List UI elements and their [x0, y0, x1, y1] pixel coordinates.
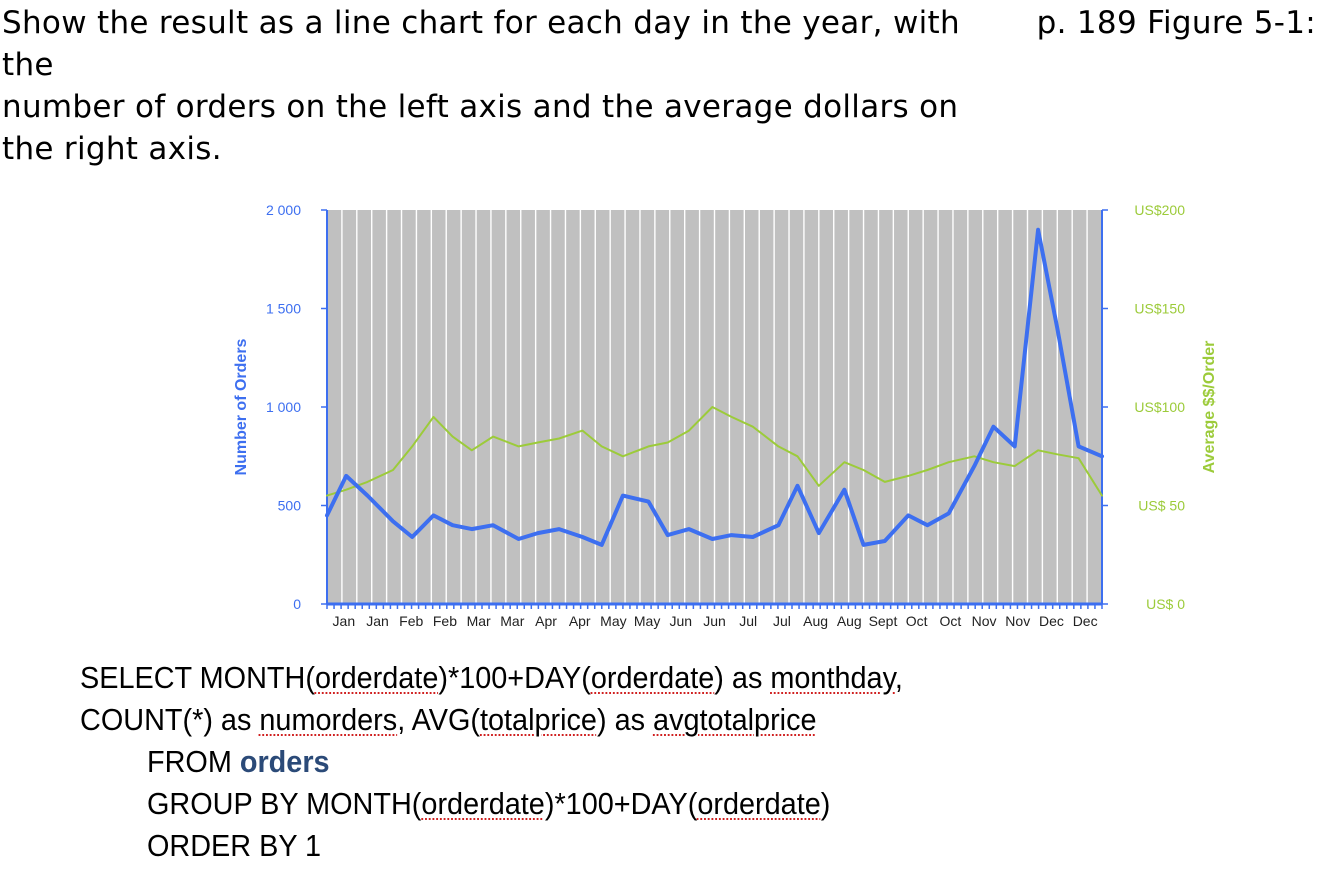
sql-table-name: orders [239, 744, 330, 779]
sql-line-4: GROUP BY MONTH(orderdate)*100+DAY(orderd… [146, 786, 831, 821]
x-tick-label: Feb [399, 613, 423, 629]
right-tick-label: US$200 [1134, 202, 1185, 218]
left-axis-title: Number of Orders [233, 338, 250, 475]
figure-reference: p. 189 Figure 5-1: [1036, 5, 1316, 41]
sql-line-2: COUNT(*) as numorders, AVG(totalprice) a… [80, 702, 817, 737]
x-tick-label: Mar [467, 613, 491, 629]
x-tick-label: Oct [906, 613, 928, 629]
x-tick-label: Nov [1005, 613, 1030, 629]
right-tick-label: US$ 0 [1146, 596, 1185, 612]
x-tick-label: May [600, 613, 626, 629]
x-tick-label: Jan [333, 613, 356, 629]
left-tick-label: 2 000 [266, 202, 301, 218]
x-tick-label: Dec [1039, 613, 1064, 629]
sql-line-3: FROM orders [146, 744, 330, 779]
sql-line-5: ORDER BY 1 [146, 828, 322, 863]
x-tick-label: Jul [739, 613, 757, 629]
right-axis-title: Average $$/Order [1201, 341, 1218, 474]
x-tick-label: Jun [703, 613, 726, 629]
x-tick-label: Jan [366, 613, 389, 629]
x-tick-label: Jun [670, 613, 693, 629]
x-tick-label: Feb [433, 613, 457, 629]
right-tick-label: US$150 [1134, 301, 1185, 317]
intro-line: number of orders on the left axis and th… [2, 89, 959, 125]
x-tick-label: Aug [803, 613, 828, 629]
x-tick-label: Aug [837, 613, 862, 629]
intro-line: the right axis. [2, 131, 222, 167]
avg-dollars-line [326, 406, 1103, 497]
x-tick-label: Nov [972, 613, 997, 629]
x-tick-label: May [634, 613, 660, 629]
sql-line-1: SELECT MONTH(orderdate)*100+DAY(orderdat… [80, 660, 903, 695]
intro-text: Show the result as a line chart for each… [2, 2, 992, 170]
x-tick-label: Jul [773, 613, 791, 629]
left-tick-label: 0 [293, 596, 301, 612]
sql-query: SELECT MONTH(orderdate)*100+DAY(orderdat… [80, 657, 903, 867]
x-tick-label: Oct [939, 613, 961, 629]
orders-chart: 0 500 1 000 1 500 2 000 US$ 0 US$ 50 US$100 US$1… [233, 202, 1218, 629]
left-tick-label: 1 500 [266, 301, 301, 317]
right-tick-label: US$ 50 [1138, 498, 1185, 514]
left-tick-label: 1 000 [266, 399, 301, 415]
orders-line [325, 227, 1104, 547]
x-tick-label: Apr [535, 613, 557, 629]
intro-line: Show the result as a line chart for each… [2, 5, 960, 83]
x-tick-label: Mar [500, 613, 524, 629]
x-tick-label: Sept [869, 613, 898, 629]
x-tick-label: Apr [569, 613, 591, 629]
right-tick-label: US$100 [1134, 399, 1185, 415]
x-tick-label: Dec [1073, 613, 1098, 629]
left-tick-label: 500 [278, 498, 302, 514]
